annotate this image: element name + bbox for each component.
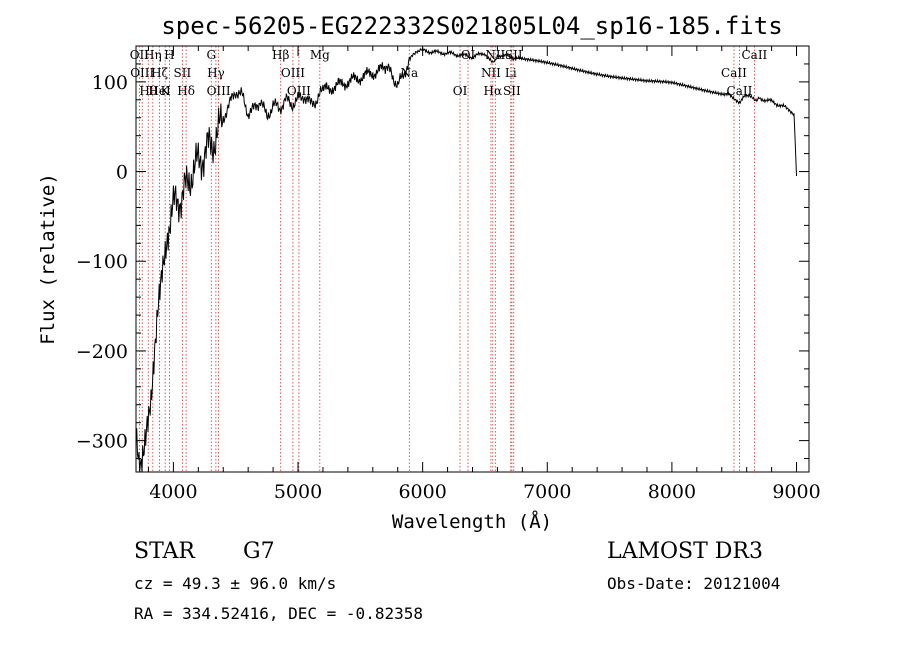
y-tick-label: −300	[76, 431, 128, 453]
x-tick-label: 9000	[772, 481, 820, 503]
y-tick-label: 0	[116, 162, 128, 184]
y-tick-label: −200	[76, 341, 128, 363]
line-marker-label: SII	[503, 84, 521, 98]
line-markers	[138, 46, 755, 472]
y-axis-label: Flux (relative)	[37, 173, 59, 345]
line-marker-label: G	[206, 48, 216, 62]
line-marker-label: CaII	[741, 48, 767, 62]
coordinates: RA = 334.52416, DEC = -0.82358	[134, 604, 423, 623]
x-tick-label: 4000	[149, 481, 197, 503]
line-marker-label: K	[161, 84, 171, 98]
y-tick-label: −100	[76, 251, 128, 273]
spectrum-chart: spec-56205-EG222332S021805L04_sp16-185.f…	[37, 12, 821, 533]
observation-date: Obs-Date: 20121004	[607, 574, 781, 593]
line-marker-label: Mg	[310, 48, 330, 62]
x-axis: 4000 5000 6000 7000 8000 9000	[147, 46, 821, 503]
line-marker-label: Hα	[484, 84, 503, 98]
line-marker-label: OII	[130, 48, 150, 62]
line-marker-label: Hγ	[207, 66, 225, 80]
line-marker-label: Hθ	[139, 84, 157, 98]
object-subclass: G7	[243, 539, 275, 564]
spectrum-series	[135, 46, 797, 473]
object-class: STAR	[134, 539, 195, 564]
line-marker-label: OI	[461, 48, 476, 62]
line-marker-label: OIII	[287, 84, 311, 98]
line-marker-label: Hη	[144, 48, 162, 62]
x-tick-label: 8000	[648, 481, 696, 503]
y-axis: −300 −200 −100 0 100	[76, 45, 809, 460]
x-tick-label: 7000	[523, 481, 571, 503]
line-marker-label: Li	[505, 66, 517, 80]
line-marker-label: CaII	[721, 66, 747, 80]
x-tick-label: 5000	[274, 481, 322, 503]
y-tick-label: 100	[92, 72, 128, 94]
survey-name: LAMOST DR3	[607, 539, 763, 564]
line-marker-label: SII	[174, 66, 192, 80]
plot-frame	[135, 45, 810, 473]
line-marker-label: Hζ	[151, 66, 168, 80]
line-marker-labels: OIIOIIIHθHηHζHeIKHSIIHδGHγOIIIHβOIIIOIII…	[130, 48, 768, 98]
line-marker-label: Hβ	[272, 48, 289, 62]
line-marker-label: CaII	[727, 84, 753, 98]
line-marker-label: H	[164, 48, 174, 62]
x-axis-label: Wavelength (Å)	[392, 510, 552, 533]
line-marker-label: NII	[481, 66, 501, 80]
chart-title: spec-56205-EG222332S021805L04_sp16-185.f…	[161, 12, 782, 40]
line-marker-label: OI	[453, 84, 468, 98]
line-marker-label: HeI	[148, 84, 171, 98]
line-marker-label: Hδ	[177, 84, 195, 98]
x-tick-label: 6000	[398, 481, 446, 503]
line-marker-label: OIII	[207, 84, 231, 98]
line-marker-label: OIII	[281, 66, 305, 80]
redshift-cz: cz = 49.3 ± 96.0 km/s	[134, 574, 337, 593]
